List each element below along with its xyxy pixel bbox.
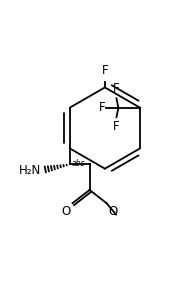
Text: F: F <box>101 64 108 77</box>
Text: O: O <box>62 205 71 218</box>
Text: abs: abs <box>72 159 85 168</box>
Text: F: F <box>113 82 120 95</box>
Text: H₂N: H₂N <box>19 164 41 177</box>
Text: F: F <box>113 120 120 133</box>
Text: F: F <box>98 101 105 114</box>
Text: O: O <box>108 205 117 218</box>
